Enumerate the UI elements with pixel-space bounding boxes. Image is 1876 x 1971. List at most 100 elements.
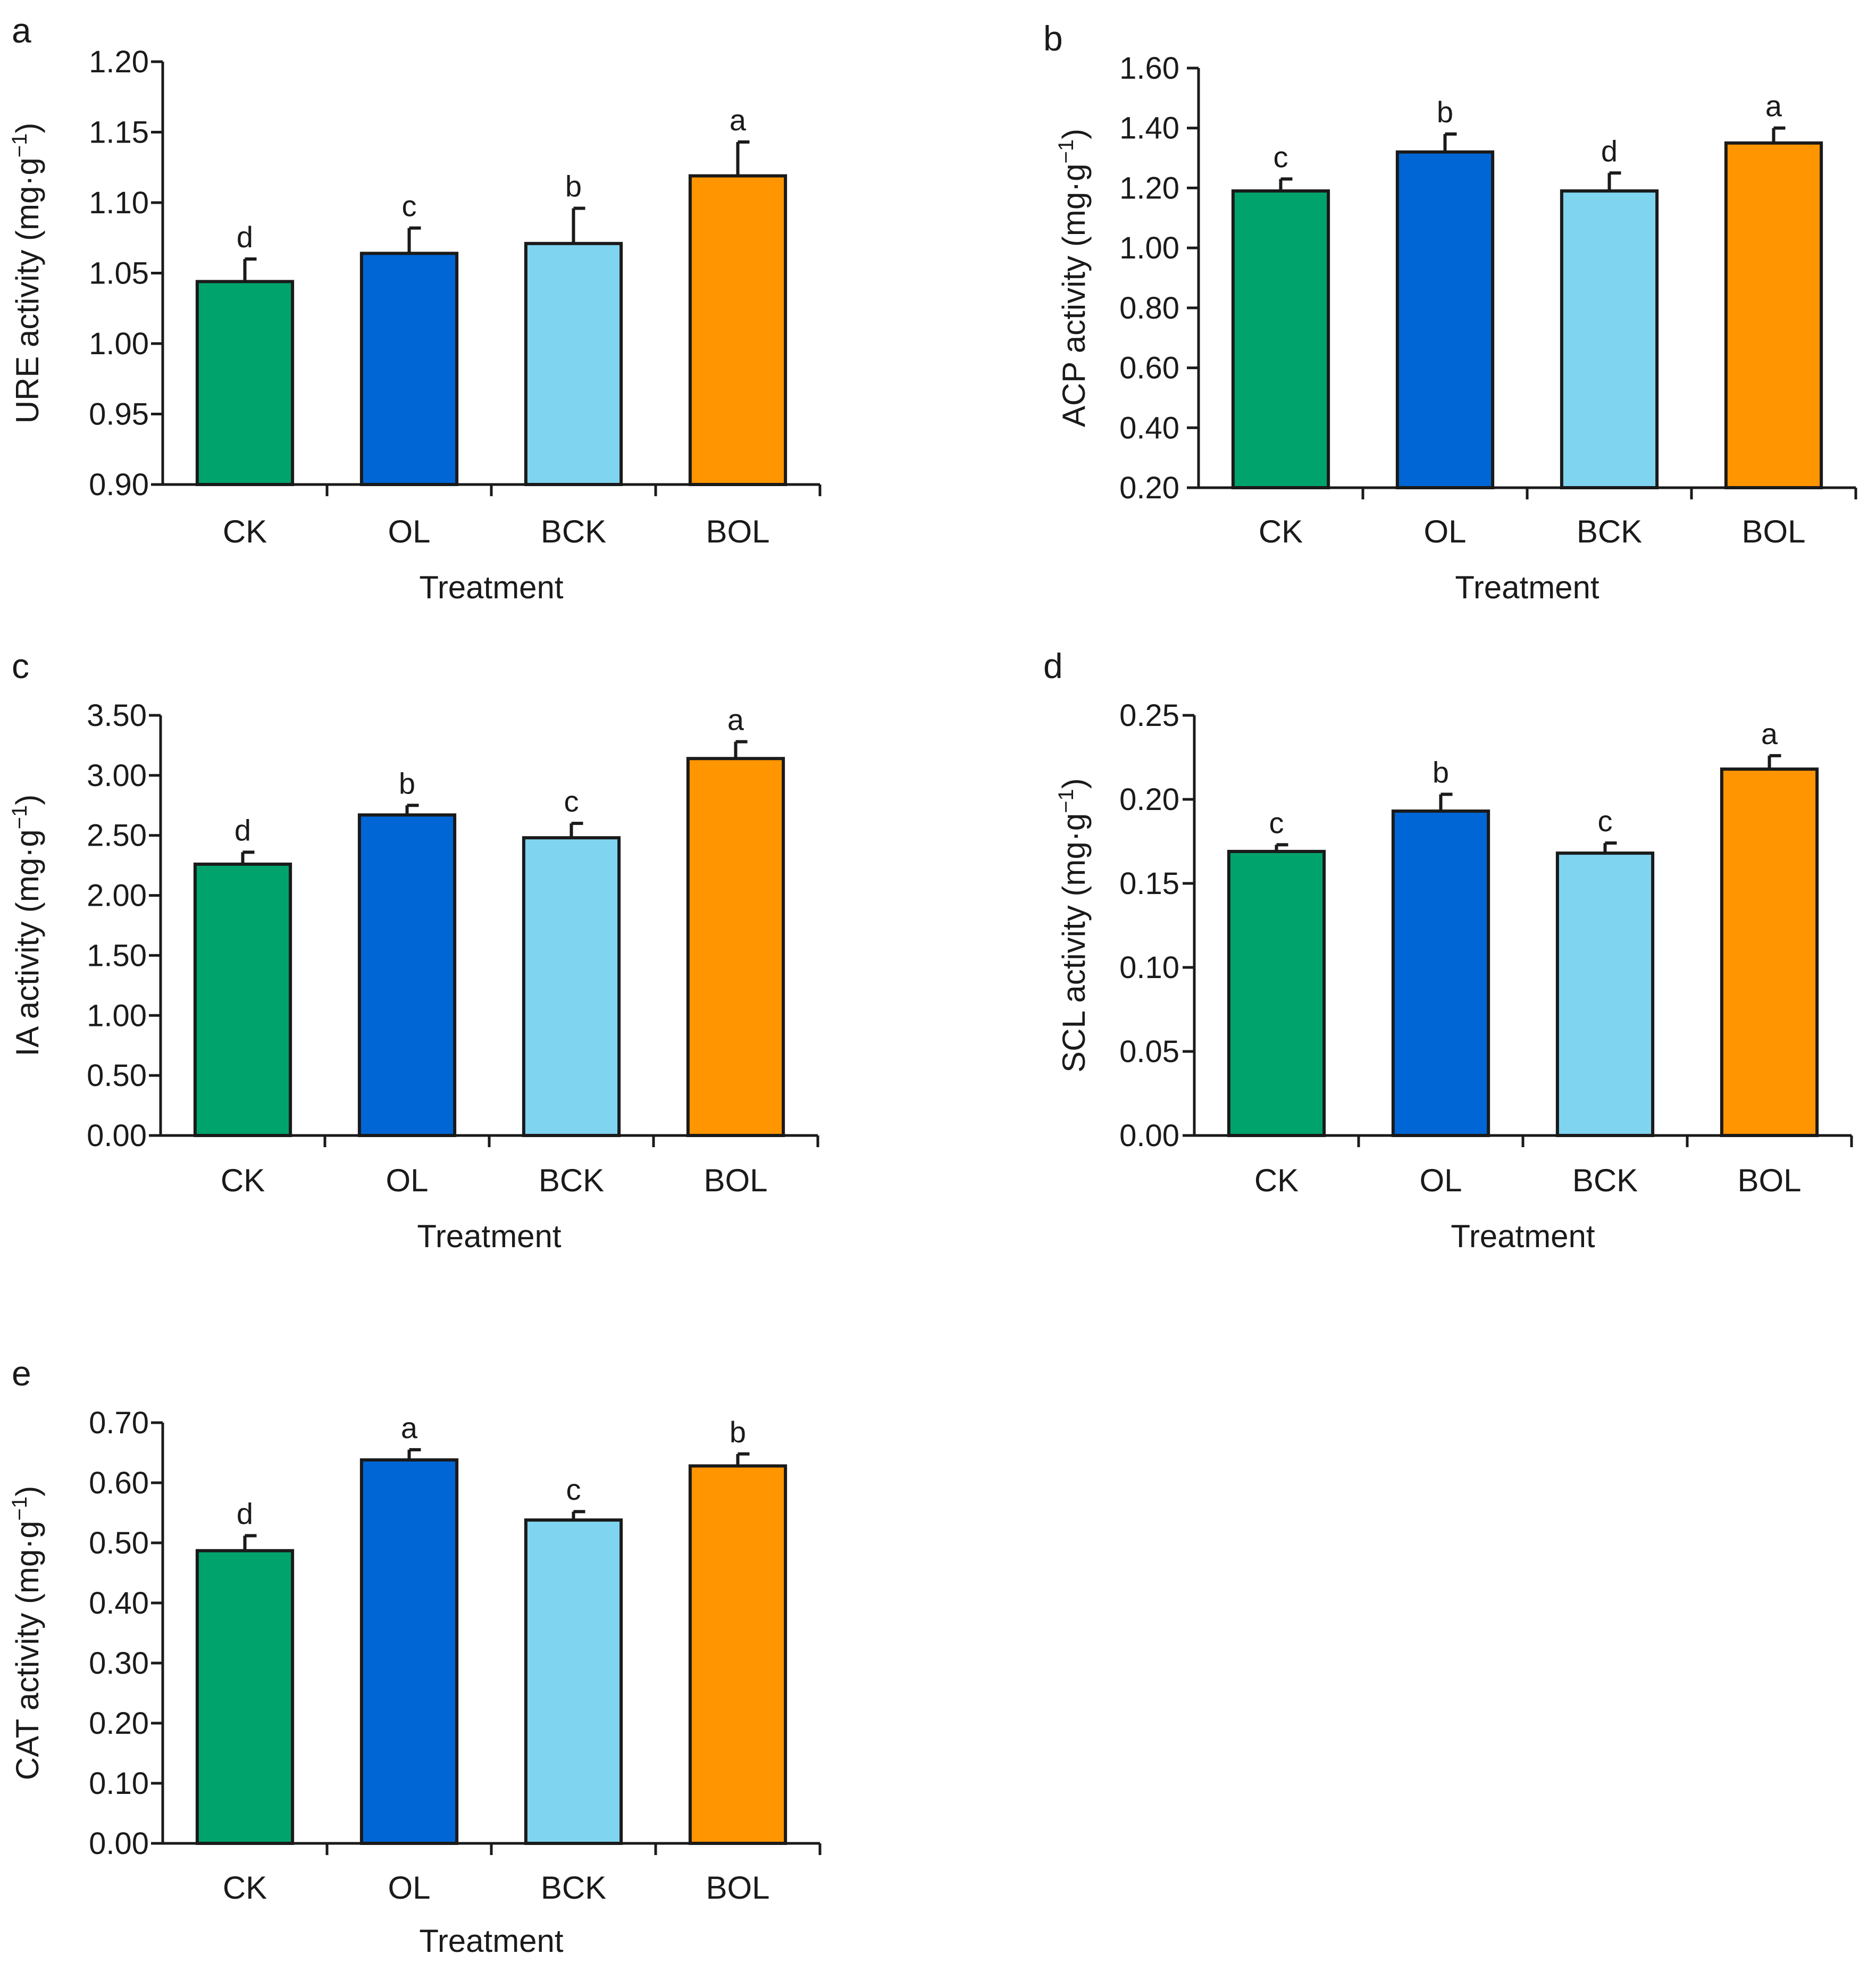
y-tick-label: 0.00	[89, 1826, 149, 1861]
x-axis-title: Treatment	[417, 1218, 562, 1254]
bar-ol	[359, 252, 459, 486]
bar-bck	[1555, 851, 1655, 1137]
y-tick-label: 1.05	[89, 256, 149, 291]
error-bar-bol	[1768, 754, 1781, 770]
y-tick-label: 0.80	[1119, 291, 1179, 325]
y-tick-label: 0.00	[87, 1118, 147, 1153]
x-axis-title: Treatment	[1451, 1218, 1595, 1254]
error-bar-bol	[736, 1452, 750, 1466]
y-tick-label: 1.15	[89, 115, 149, 150]
y-tick-label: 1.20	[1119, 171, 1179, 205]
y-axis-title-end: )	[1056, 129, 1092, 139]
y-axis-title: IA activity (mg·g−1)	[8, 795, 45, 1056]
y-axis-title-superscript: −1	[1054, 139, 1078, 164]
significance-label: a	[730, 103, 747, 137]
error-bar-ol	[407, 1448, 421, 1460]
x-tick-label: OL	[386, 1163, 428, 1198]
x-tick-label: OL	[1419, 1163, 1462, 1198]
x-tick-label: BOL	[706, 1870, 769, 1906]
x-tick-label: OL	[1423, 514, 1466, 549]
significance-label: c	[1274, 140, 1288, 174]
error-bar-ol	[405, 804, 419, 815]
error-bar-bck	[1607, 171, 1621, 191]
significance-label: b	[399, 766, 415, 800]
bar-bol	[688, 174, 788, 486]
error-bar-ck	[1275, 843, 1288, 851]
y-axis-title-main: ACP activity (mg·g	[1056, 163, 1092, 427]
y-tick-label: 0.15	[1119, 866, 1179, 901]
x-tick-label: CK	[221, 1163, 265, 1198]
bar-bck	[522, 836, 621, 1137]
y-tick-label: 0.70	[89, 1406, 149, 1440]
y-axis-title: SCL activity (mg·g−1)	[1054, 778, 1092, 1072]
chart-panel-c: c 0.00 0.50 1.00 1.50 2.00 2.50 3.00 3.50 d CK b OL c…	[8, 646, 819, 1254]
bar-bol	[686, 757, 785, 1138]
y-tick-label: 1.00	[87, 998, 147, 1033]
significance-label: c	[402, 189, 417, 223]
significance-label: b	[565, 170, 582, 203]
y-axis-title-end: )	[10, 795, 45, 805]
x-axis-title: Treatment	[419, 1923, 564, 1959]
y-tick-label: 0.30	[89, 1646, 149, 1681]
significance-label: b	[1433, 756, 1449, 789]
y-axis-title-main: URE activity (mg·g	[10, 157, 45, 423]
x-tick-label: CK	[1259, 514, 1303, 549]
error-bar-bol	[736, 140, 750, 176]
x-tick-label: BCK	[541, 1870, 606, 1906]
y-axis-title-main: CAT activity (mg·g	[10, 1521, 45, 1780]
significance-label: d	[237, 1497, 253, 1530]
y-axis-title-superscript: −1	[8, 133, 31, 158]
bar-ck	[195, 280, 295, 487]
y-axis-title: ACP activity (mg·g−1)	[1054, 129, 1092, 427]
y-tick-label: 0.00	[1119, 1118, 1179, 1153]
error-bar-ck	[243, 257, 257, 282]
significance-label: c	[1269, 806, 1284, 839]
x-tick-label: BOL	[706, 514, 769, 549]
error-bar-bck	[1603, 841, 1617, 854]
bar-bck	[524, 241, 623, 486]
error-bar-bol	[734, 740, 748, 759]
y-tick-label: 1.20	[89, 45, 149, 79]
y-tick-label: 0.90	[89, 467, 149, 502]
y-tick-label: 0.20	[1119, 782, 1179, 817]
x-axis-title: Treatment	[1455, 570, 1599, 605]
y-tick-label: 0.20	[89, 1706, 149, 1741]
bar-ol	[1391, 809, 1490, 1137]
x-axis-title: Treatment	[419, 570, 564, 605]
y-tick-label: 0.20	[1119, 471, 1179, 505]
y-tick-label: 2.00	[87, 879, 147, 913]
bar-ck	[1227, 849, 1326, 1137]
significance-label: a	[727, 703, 744, 737]
y-axis-title-superscript: −1	[8, 805, 31, 830]
chart-panel-e: e 0.00 0.10 0.20 0.30 0.40 0.50 0.60 0.70 d CK a OL c…	[8, 1354, 822, 1959]
error-bar-ol	[1439, 792, 1453, 812]
y-tick-label: 0.95	[89, 397, 149, 432]
y-tick-label: 1.60	[1119, 51, 1179, 86]
significance-label: c	[566, 1473, 581, 1506]
panel-label: a	[12, 11, 31, 50]
panel-label: e	[12, 1354, 31, 1393]
y-axis-title: CAT activity (mg·g−1)	[8, 1486, 45, 1780]
y-tick-label: 1.00	[1119, 231, 1179, 265]
x-tick-label: BCK	[1577, 514, 1642, 549]
x-tick-label: BCK	[1572, 1163, 1638, 1198]
y-axis-title-main: IA activity (mg·g	[10, 829, 45, 1056]
bar-ol	[1395, 150, 1495, 489]
significance-label: a	[1765, 89, 1782, 123]
significance-label: d	[234, 813, 251, 847]
significance-label: c	[564, 784, 579, 818]
significance-label: b	[730, 1415, 746, 1449]
y-tick-label: 0.40	[1119, 411, 1179, 445]
bar-ol	[359, 1458, 459, 1845]
significance-label: d	[1601, 134, 1618, 168]
y-axis-title-end: )	[1056, 778, 1092, 789]
significance-label: d	[237, 220, 253, 254]
panel-label: d	[1043, 646, 1063, 686]
bar-bol	[688, 1464, 788, 1845]
y-tick-label: 1.40	[1119, 111, 1179, 146]
error-bar-ol	[1443, 132, 1457, 152]
y-tick-label: 0.05	[1119, 1034, 1179, 1069]
x-tick-label: CK	[1254, 1163, 1299, 1198]
y-tick-label: 0.60	[1119, 351, 1179, 386]
